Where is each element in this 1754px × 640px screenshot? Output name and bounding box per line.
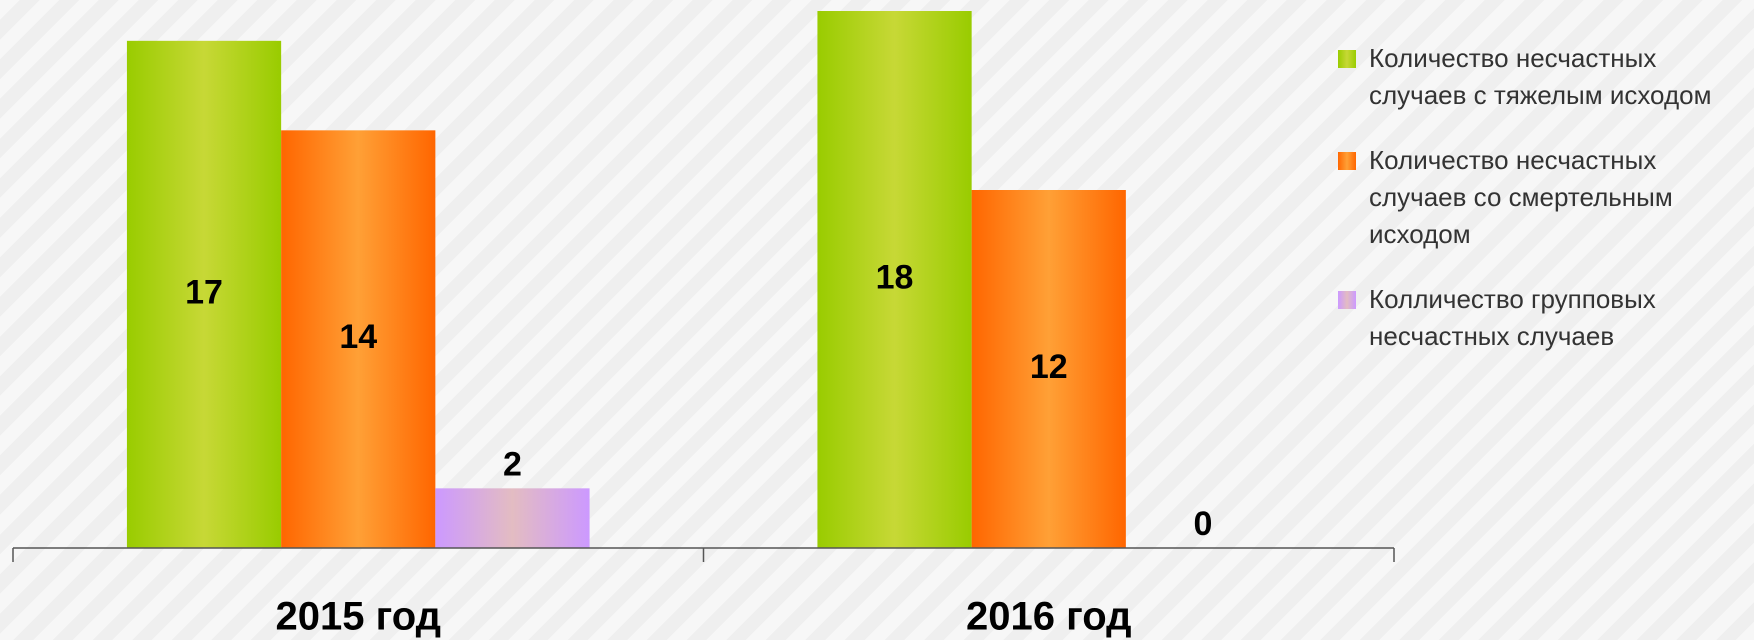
legend-swatch — [1338, 291, 1356, 309]
bar — [971, 190, 1126, 548]
data-label: 0 — [1194, 505, 1213, 543]
legend-swatch — [1338, 152, 1356, 170]
data-label: 12 — [1030, 348, 1068, 386]
legend-label: Количество несчастных случаев со смертел… — [1369, 145, 1673, 249]
bar — [435, 488, 590, 548]
legend-entry: Количество несчастных случаев со смертел… — [1338, 142, 1748, 253]
bar — [126, 40, 282, 548]
legend-swatch — [1338, 50, 1356, 68]
bar — [817, 11, 972, 548]
legend-entry: Количество несчастных случаев с тяжелым … — [1338, 40, 1748, 114]
legend-label: Количество несчастных случаев с тяжелым … — [1369, 43, 1712, 110]
legend: Количество несчастных случаев с тяжелым … — [1338, 40, 1748, 383]
x-tick-label: 2016 год — [966, 595, 1132, 639]
data-label: 18 — [876, 258, 914, 296]
bar — [281, 130, 436, 549]
data-label: 14 — [339, 318, 377, 356]
legend-entry: Колличество групповых несчастных случаев — [1338, 281, 1748, 355]
legend-label: Колличество групповых несчастных случаев — [1369, 284, 1656, 351]
data-label: 17 — [185, 273, 223, 311]
x-tick-label: 2015 год — [275, 595, 441, 639]
data-label: 2 — [503, 445, 522, 483]
